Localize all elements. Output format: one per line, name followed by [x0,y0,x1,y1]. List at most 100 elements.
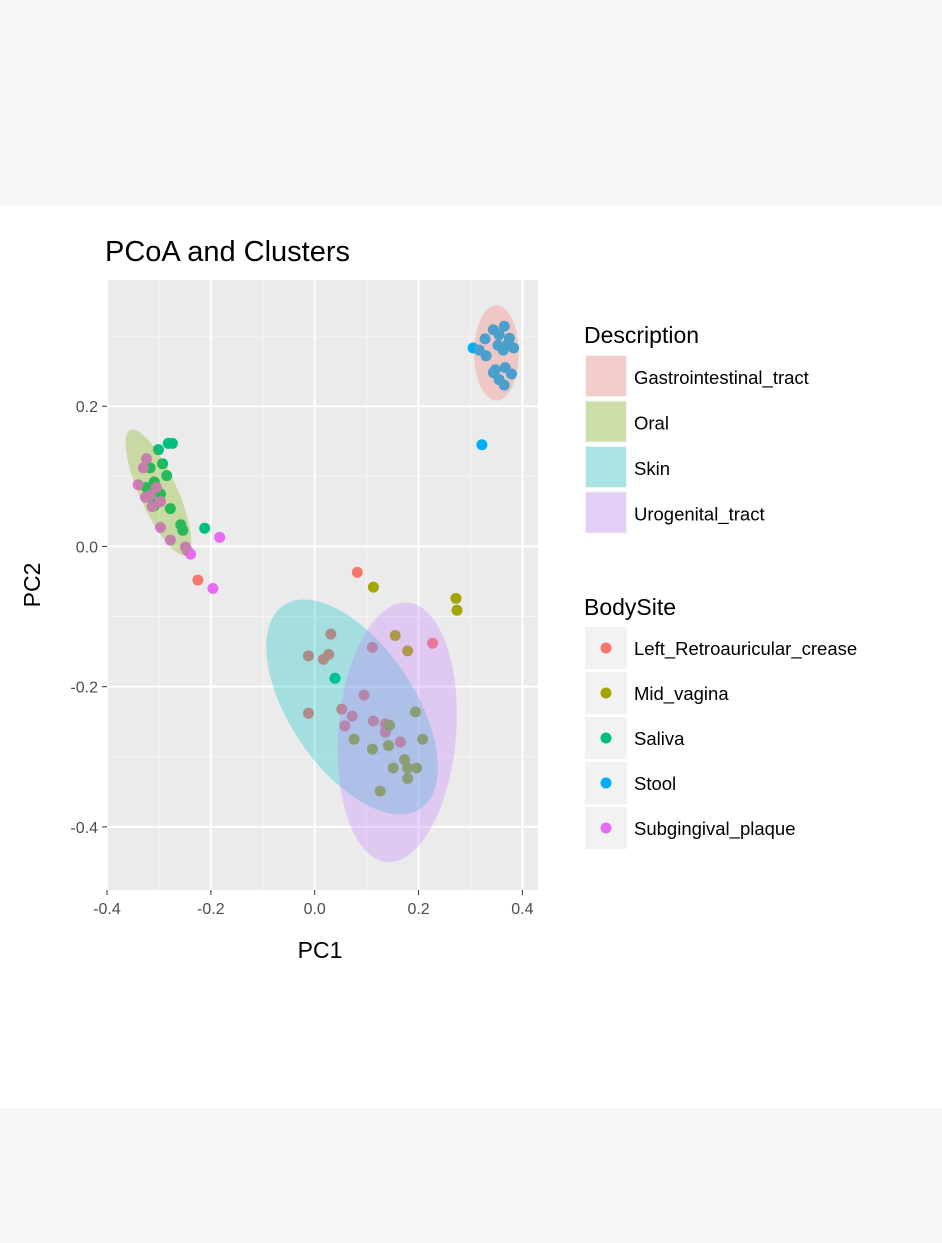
data-point-mid-vagina [402,762,414,774]
legend-label: Oral [634,413,669,434]
y-tick-label: 0.2 [76,399,98,416]
data-point-stool [467,342,479,354]
data-point-left-retroauricular-crease [325,628,337,640]
legend-label: Stool [634,773,676,794]
data-point-stool [498,320,510,332]
legend-label: Gastrointestinal_tract [634,367,809,389]
points-layer [132,320,520,797]
chart-title: PCoA and Clusters [105,236,350,268]
legend-marker [600,687,612,699]
data-point-mid-vagina [387,762,399,774]
data-point-stool [476,439,488,451]
data-point-mid-vagina [451,604,463,616]
legend-label: Urogenital_tract [634,504,765,526]
x-tick-label: 0.4 [511,901,533,918]
data-point-saliva [152,444,164,456]
data-point-stool [487,324,499,336]
legend-marker [600,777,612,789]
data-point-subgingival-plaque [154,496,166,508]
data-point-subgingival-plaque [146,500,158,512]
data-point-subgingival-plaque [179,541,191,553]
legend-label: Subgingival_plaque [634,818,796,840]
legend-marker [600,822,612,834]
data-point-mid-vagina [348,733,360,745]
data-point-saliva [329,672,341,684]
y-tick-label: 0.0 [76,539,98,556]
ellipse-oral [125,429,192,556]
plot-panel [107,280,538,890]
y-tick-label: -0.2 [70,680,98,697]
data-point-left-retroauricular-crease [192,574,204,586]
legend-label: Saliva [634,728,685,749]
bodysite-legend: BodySite Left_Retroauricular_crease Mid_v… [584,594,857,849]
legend-key-bg [585,400,627,443]
x-tick-label: -0.4 [93,901,121,918]
data-point-mid-vagina [366,743,378,755]
data-point-stool [480,350,492,362]
ellipse-skin [266,599,438,815]
data-point-subgingival-plaque [207,583,219,595]
y-axis-label: PC2 [19,563,45,608]
legend-swatch [586,492,626,533]
legend-key-bg [585,491,627,534]
data-point-subgingival-plaque [164,534,176,546]
y-tick-label: -0.4 [70,820,98,837]
data-point-subgingival-plaque [139,491,151,503]
legend-swatch [586,356,626,396]
data-point-left-retroauricular-crease [339,720,351,732]
data-point-left-retroauricular-crease [336,703,348,715]
data-point-mid-vagina [402,773,414,785]
data-point-mid-vagina [410,762,422,774]
pcoa-chart: PCoA and Clusters -0.4 -0.2 0.0 0.2 0.4-0.4-… [19,236,857,963]
data-point-left-retroauricular-crease [323,648,335,660]
data-point-subgingival-plaque [150,482,162,494]
ellipse-urogenital-tract [337,602,457,863]
data-point-stool [502,337,514,349]
data-point-left-retroauricular-crease [302,707,314,719]
data-point-left-retroauricular-crease [394,736,406,748]
data-point-mid-vagina [450,592,462,604]
data-point-stool [506,368,518,380]
grid [106,280,538,890]
data-point-subgingival-plaque [137,462,149,474]
data-point-mid-vagina [374,785,386,797]
data-point-left-retroauricular-crease [427,637,439,649]
data-point-left-retroauricular-crease [358,689,370,701]
figure: PCoA and Clusters -0.4 -0.2 0.0 0.2 0.4 -0.4-… [0,205,942,1108]
data-point-subgingival-plaque [154,522,166,534]
data-point-mid-vagina [409,706,421,718]
x-tick-label: 0.2 [407,901,429,918]
data-point-subgingival-plaque [132,479,144,491]
data-point-left-retroauricular-crease [351,566,363,578]
legend-title-description: Description [584,322,699,348]
data-point-stool [498,379,510,391]
legend-key-bg [585,355,627,397]
data-point-saliva [199,522,211,534]
data-point-mid-vagina [399,754,411,766]
data-point-mid-vagina [367,581,379,593]
data-point-mid-vagina [383,719,395,731]
data-point-stool [479,333,491,345]
legend-label: Mid_vagina [634,683,729,705]
legend-label: Skin [634,458,670,479]
legend-marker [600,642,612,654]
x-axis-label: PC1 [298,937,343,963]
data-point-saliva [164,503,176,515]
data-point-mid-vagina [382,740,394,752]
data-point-saliva [157,458,169,470]
ellipse-gastrointestinal-tract [474,305,519,401]
x-tick-label: -0.2 [197,901,225,918]
x-tick-label: 0.0 [304,901,326,918]
data-point-mid-vagina [417,733,429,745]
data-point-saliva [177,524,189,536]
legend-marker [600,732,612,744]
axes: -0.4 -0.2 0.0 0.2 0.4 -0.4 -0.2 0.0 0.2 [70,399,533,918]
legend-key-bg [585,446,627,488]
data-point-subgingival-plaque [214,531,226,543]
data-point-saliva [161,470,173,482]
description-legend: Description Gastrointestinal_tract Oral Sk… [584,322,809,534]
legend-swatch [586,401,626,442]
ellipses-layer [125,305,519,863]
data-point-mid-vagina [389,629,401,641]
data-point-stool [487,367,499,379]
